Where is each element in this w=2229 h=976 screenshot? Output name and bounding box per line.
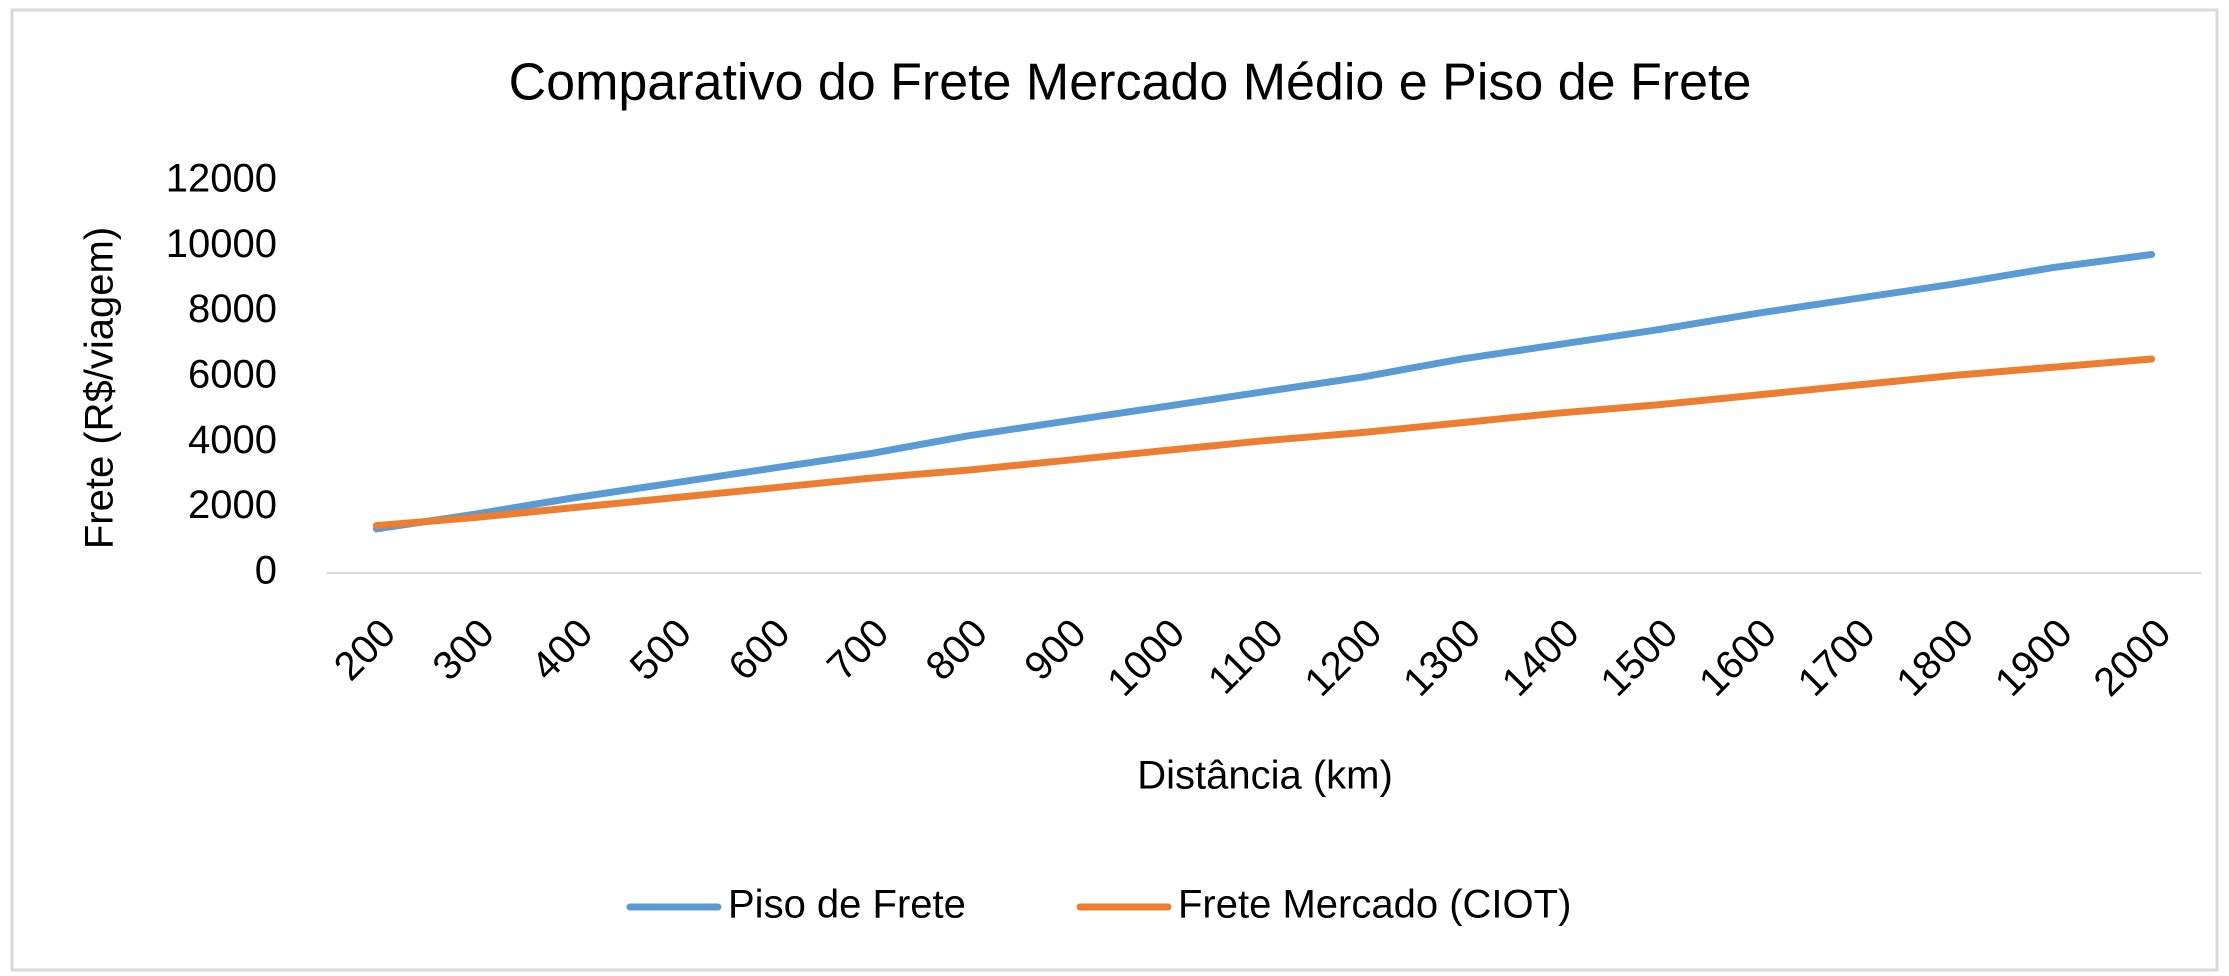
- series-line: [372, 251, 2156, 533]
- y-tick-label: 4000: [188, 418, 277, 462]
- y-axis-title: Frete (R$/viagem): [78, 227, 122, 549]
- chart-border: [10, 8, 2219, 972]
- y-tick-label: 2000: [188, 483, 277, 527]
- chart-title: Comparativo do Frete Mercado Médio e Pis…: [509, 54, 1752, 112]
- y-tick-label: 6000: [188, 353, 277, 397]
- legend-label: Frete Mercado (CIOT): [1178, 883, 1571, 927]
- x-axis-title: Distância (km): [1137, 754, 1393, 798]
- y-tick-label: 12000: [166, 157, 277, 201]
- series-line: [372, 355, 2156, 530]
- y-tick-label: 10000: [166, 222, 277, 266]
- y-tick-label: 0: [255, 549, 277, 593]
- legend-label: Piso de Frete: [728, 883, 966, 927]
- y-tick-label: 8000: [188, 287, 277, 331]
